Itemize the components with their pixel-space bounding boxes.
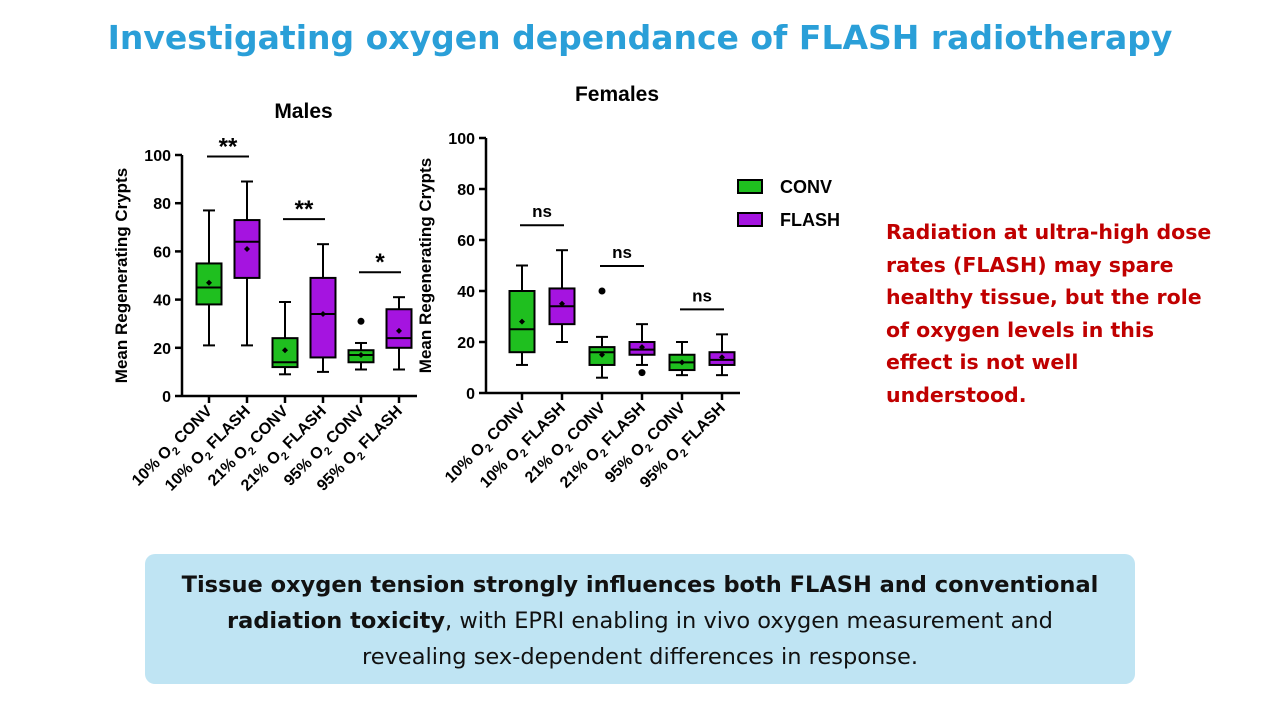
chart-title: Females [575, 83, 659, 106]
y-tick-label: 20 [153, 341, 171, 358]
y-tick-label: 80 [457, 182, 475, 199]
chart-males: Males 0 20 40 60 80 100 Mean Regenerating Crypt… [112, 100, 417, 495]
y-tick-label: 40 [153, 293, 171, 310]
mean-marker [679, 359, 685, 366]
box-95-o2-conv [347, 317, 375, 371]
mean-marker [282, 347, 288, 354]
page-title: Investigating oxygen dependance of FLASH… [107, 18, 1173, 57]
y-axis-label: Mean Regenerating Crypts [416, 158, 435, 373]
box-10-o2-flash [548, 249, 576, 343]
mean-marker [599, 351, 605, 358]
significance-label: * [375, 249, 385, 276]
summary-box: Tissue oxygen tension strongly influence… [145, 554, 1135, 684]
y-tick-label: 20 [457, 335, 475, 352]
y-tick-label: 100 [144, 148, 171, 165]
y-tick-label: 0 [466, 386, 475, 403]
mean-marker [244, 245, 250, 252]
mean-marker [358, 352, 364, 359]
legend-label-conv: CONV [780, 177, 832, 197]
significance-label: ** [219, 134, 238, 161]
outlier-point [598, 287, 606, 295]
significance-label: ns [692, 286, 712, 305]
outlier-point [638, 369, 646, 377]
y-tick-label: 60 [457, 233, 475, 250]
box-10-o2-conv [508, 264, 536, 366]
mean-marker [320, 311, 326, 318]
y-tick-label: 0 [162, 389, 171, 406]
legend-swatch-flash [737, 212, 763, 227]
mean-marker [206, 279, 212, 286]
mean-marker [396, 327, 402, 334]
significance-label: ** [295, 196, 314, 223]
chart-females: Females 0 20 40 60 80 100 Mean Regenerating Cry… [416, 83, 740, 492]
outlier-point [357, 317, 365, 325]
mean-marker [519, 318, 525, 325]
box-21-o2-conv [588, 287, 616, 379]
box-95-o2-flash [708, 333, 736, 377]
significance-label: ns [612, 243, 632, 262]
charts-canvas: Males 0 20 40 60 80 100 Mean Regenerating Crypt… [112, 83, 840, 495]
y-tick-label: 80 [153, 196, 171, 213]
box-21-o2-flash [309, 243, 337, 373]
chart-title: Males [274, 100, 332, 123]
side-note: Radiation at ultra-high dose rates (FLAS… [886, 220, 1212, 407]
y-tick-label: 60 [153, 244, 171, 261]
box-95-o2-conv [668, 341, 696, 377]
box-21-o2-flash [628, 323, 656, 377]
significance-label: ns [532, 202, 552, 221]
legend-swatch-conv [737, 179, 763, 194]
mean-marker [559, 300, 565, 307]
box-10-o2-conv [195, 209, 223, 347]
box-iqr [309, 276, 337, 359]
box-iqr [385, 308, 413, 349]
y-tick-label: 40 [457, 284, 475, 301]
box-10-o2-flash [233, 180, 261, 347]
box-95-o2-flash [385, 296, 413, 371]
box-21-o2-conv [271, 301, 299, 376]
mean-marker [639, 344, 645, 351]
y-tick-label: 100 [448, 131, 475, 148]
mean-marker [719, 354, 725, 361]
summary-text: , with EPRI enabling in vivo oxygen meas… [361, 608, 1053, 670]
legend-label-flash: FLASH [780, 210, 840, 230]
legend: CONV FLASH [737, 177, 840, 230]
y-axis-label: Mean Regenerating Crypts [112, 168, 131, 383]
summary-bold-text: Tissue oxygen tension strongly influence… [181, 572, 1099, 634]
